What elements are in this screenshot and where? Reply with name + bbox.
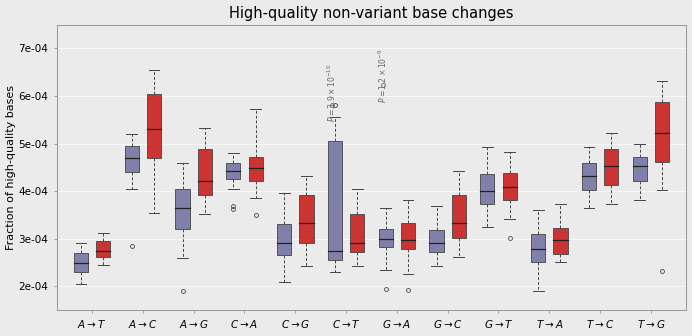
Bar — [531, 234, 545, 261]
Bar — [277, 224, 291, 255]
Title: High-quality non-variant base changes: High-quality non-variant base changes — [229, 6, 513, 20]
Bar — [147, 93, 161, 158]
Bar — [379, 229, 393, 247]
Bar — [502, 173, 517, 200]
Text: $P=3.9\times10^{-10}$: $P=3.9\times10^{-10}$ — [326, 64, 338, 122]
Bar — [96, 241, 111, 257]
Bar — [452, 195, 466, 238]
Bar — [300, 195, 313, 243]
Bar — [430, 230, 444, 252]
Bar — [248, 157, 263, 181]
Bar — [401, 223, 415, 249]
Bar — [226, 163, 240, 179]
Bar — [328, 141, 342, 260]
Bar — [175, 189, 190, 229]
Bar — [198, 149, 212, 195]
Bar — [554, 228, 567, 254]
Bar — [604, 149, 619, 185]
Bar — [480, 174, 494, 204]
Bar — [632, 157, 647, 181]
Bar — [350, 214, 365, 252]
Y-axis label: Fraction of high-quality bases: Fraction of high-quality bases — [6, 85, 15, 250]
Bar — [74, 253, 88, 272]
Bar — [655, 101, 669, 162]
Bar — [582, 164, 596, 190]
Bar — [125, 146, 139, 172]
Text: $P=1.2\times10^{-9}$: $P=1.2\times10^{-9}$ — [376, 49, 389, 103]
